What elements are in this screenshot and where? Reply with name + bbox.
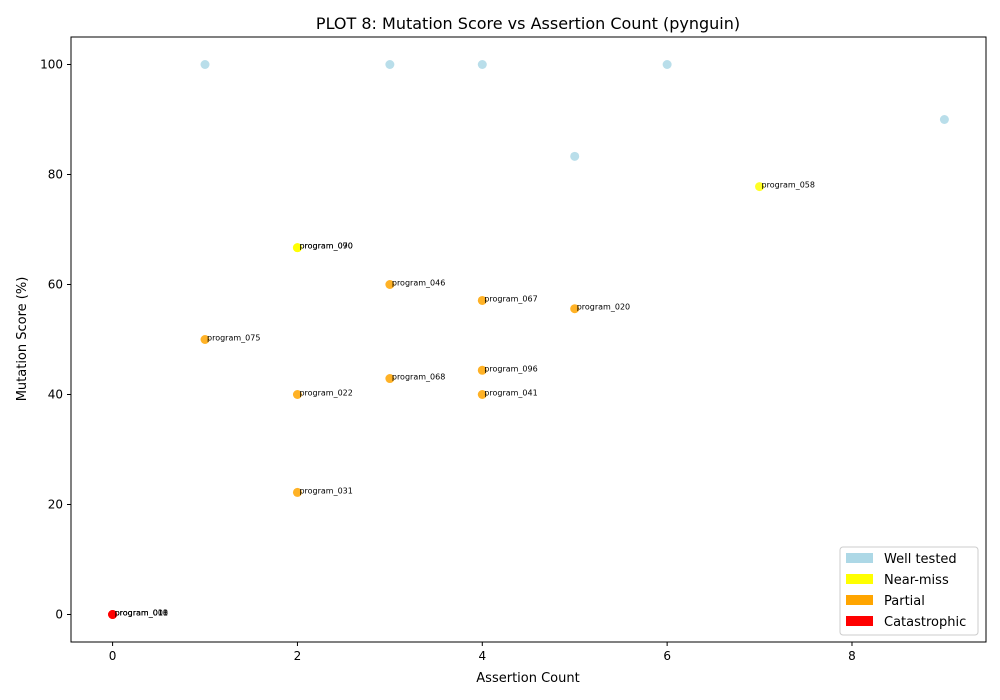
data-point-well — [385, 60, 395, 69]
y-axis: 0 20 40 60 80 100 — [40, 58, 71, 622]
y-axis-label: Mutation Score (%) — [15, 277, 30, 402]
y-tick-label: 40 — [48, 388, 63, 402]
point-label: program_010 — [115, 609, 168, 618]
y-tick-label: 60 — [48, 278, 63, 292]
point-label: program_090 — [299, 242, 352, 251]
point-label: program_096 — [484, 364, 537, 373]
data-point-partial — [570, 304, 580, 314]
point-label: program_058 — [762, 181, 815, 190]
data-point-partial — [385, 280, 395, 289]
legend-label-well: Well tested — [884, 552, 957, 567]
point-label: program_022 — [299, 389, 352, 398]
point-label: program_046 — [392, 279, 445, 288]
legend-swatch-well — [846, 553, 873, 563]
point-label: program_075 — [207, 334, 260, 343]
data-point-cat — [108, 610, 118, 619]
point-label: program_020 — [577, 303, 630, 312]
data-point-partial — [477, 365, 487, 375]
plot-area: program_058 program_090program_070program… — [108, 60, 949, 619]
legend-swatch-cat — [846, 616, 873, 626]
data-point-well — [662, 60, 672, 69]
legend: Well tested Near-miss Partial Catastrophic — [839, 546, 979, 636]
x-tick-label: 0 — [109, 649, 117, 663]
data-point-near — [755, 182, 765, 192]
data-point-partial — [477, 390, 487, 399]
x-axis: 0 2 4 6 8 — [109, 642, 856, 663]
chart-title: PLOT 8: Mutation Score vs Assertion Coun… — [316, 14, 740, 33]
point-label: program_031 — [299, 486, 352, 495]
data-point-near — [292, 243, 302, 253]
x-tick-label: 8 — [848, 649, 856, 663]
plot-frame — [70, 36, 987, 643]
x-axis-label: Assertion Count — [476, 671, 579, 686]
y-tick-label: 100 — [40, 58, 63, 72]
point-label: program_001 — [115, 609, 168, 618]
point-label: program_067 — [484, 294, 537, 303]
legend-label-near: Near-miss — [884, 573, 949, 588]
data-point-well — [939, 115, 949, 124]
x-tick-label: 2 — [294, 649, 302, 663]
point-label: program_070 — [299, 242, 352, 251]
legend-box — [839, 546, 979, 636]
y-tick-label: 80 — [48, 168, 63, 182]
data-point-partial — [292, 390, 302, 399]
legend-label-partial: Partial — [884, 594, 925, 609]
data-point-well — [200, 60, 210, 69]
data-point-partial — [292, 487, 302, 497]
y-tick-label: 20 — [48, 498, 63, 512]
point-label: program_018 — [115, 609, 168, 618]
data-point-well — [570, 151, 580, 161]
y-tick-label: 0 — [55, 608, 63, 622]
data-point-partial — [200, 335, 210, 344]
legend-swatch-partial — [846, 595, 873, 605]
legend-label-cat: Catastrophic — [884, 615, 966, 630]
data-point-partial — [477, 295, 487, 305]
point-label: program_041 — [484, 389, 537, 398]
x-tick-label: 6 — [663, 649, 671, 663]
x-tick-label: 4 — [478, 649, 486, 663]
data-point-well — [477, 60, 487, 69]
point-label: program_068 — [392, 373, 445, 382]
legend-swatch-near — [846, 574, 873, 584]
data-point-partial — [385, 374, 395, 384]
